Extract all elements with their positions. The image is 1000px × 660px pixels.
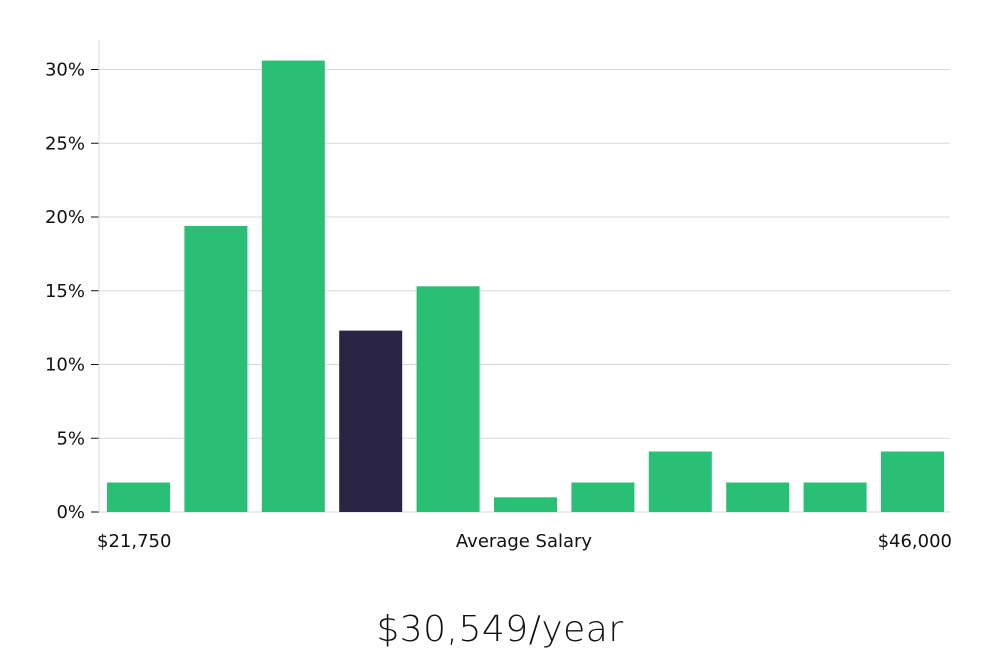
x-axis-title: Average Salary: [456, 531, 593, 552]
y-tick-label: 25%: [45, 133, 85, 154]
y-tick-label: 0%: [56, 502, 85, 523]
x-max-label: $46,000: [878, 531, 952, 552]
average-salary-headline: $30,549/year: [376, 609, 624, 650]
y-tick-label: 20%: [45, 207, 85, 228]
bars: [107, 60, 944, 513]
bar: [648, 451, 712, 512]
x-min-label: $21,750: [97, 531, 171, 552]
y-tick-label: 15%: [45, 281, 85, 302]
bar: [184, 225, 248, 512]
bar: [261, 60, 325, 512]
bar: [571, 482, 635, 512]
y-tick-label: 5%: [56, 428, 85, 449]
salary-histogram: 0% 5% 10% 15% 20% 25% 30% $21,750 Average Sala…: [45, 40, 952, 552]
bar-highlighted: [339, 330, 403, 512]
bar: [416, 286, 480, 512]
bar: [726, 482, 790, 512]
bar: [107, 482, 170, 512]
bar: [803, 482, 867, 512]
bar: [881, 451, 944, 512]
bar: [494, 497, 557, 513]
y-tick-label: 30%: [45, 60, 85, 81]
y-tick-label: 10%: [45, 355, 85, 376]
y-axis-ticks: 0% 5% 10% 15% 20% 25% 30%: [45, 60, 99, 523]
